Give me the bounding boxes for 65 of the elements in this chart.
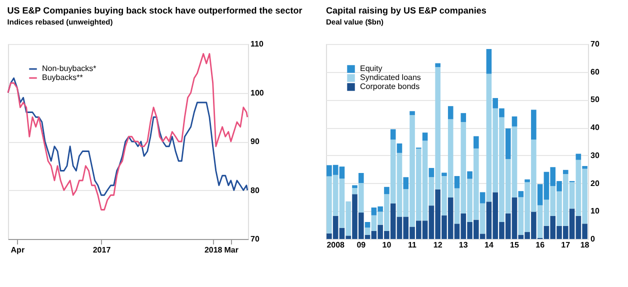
bar <box>492 98 498 108</box>
x-tick-label: 13 <box>458 240 468 250</box>
y-tick-label: 0 <box>590 234 596 244</box>
bar <box>410 111 415 116</box>
bar <box>576 154 582 160</box>
bar <box>474 136 479 148</box>
y-tick-label: 20 <box>590 178 600 188</box>
bar <box>403 177 409 190</box>
bar <box>435 63 440 68</box>
bar <box>512 116 518 126</box>
bar <box>352 185 358 188</box>
bar <box>442 172 447 176</box>
bar <box>531 110 536 140</box>
x-tick-label: 15 <box>510 240 520 250</box>
bar <box>384 186 390 194</box>
bar <box>448 106 454 120</box>
bar <box>467 171 472 179</box>
chart-title: Capital raising by US E&P companies <box>326 6 486 16</box>
legend-label: Buybacks** <box>42 73 83 82</box>
y-tick-label: 10 <box>590 206 600 216</box>
bar <box>396 143 402 153</box>
y-tick-label: 110 <box>250 40 264 48</box>
bar <box>422 132 428 141</box>
x-tick-label: 11 <box>408 240 418 250</box>
legend-label: Non-buybacks* <box>42 64 96 73</box>
x-tick-label: Apr <box>10 246 25 254</box>
y-tick-label: 30 <box>590 150 600 160</box>
bar <box>499 108 504 118</box>
x-tick-label: 18 <box>580 240 590 250</box>
y-tick-label: 50 <box>590 95 600 104</box>
legend-label: Corporate bonds <box>360 82 420 91</box>
bar <box>582 166 588 169</box>
bar <box>562 170 568 174</box>
bar <box>358 172 364 184</box>
y-tick-label: 60 <box>590 67 600 76</box>
x-tick-label: 17 <box>561 240 571 250</box>
x-tick-label: 14 <box>484 240 494 250</box>
bar <box>454 176 460 188</box>
x-tick-label: Mar <box>224 246 238 254</box>
x-tick-label: 10 <box>382 240 392 250</box>
legend-label: Equity <box>360 64 382 73</box>
y-tick-label: 40 <box>590 123 600 132</box>
legend-label: Syndicated loans <box>360 73 421 82</box>
y-tick-label: 70 <box>590 40 600 48</box>
x-tick-label: 2017 <box>92 246 112 254</box>
line-series <box>7 53 248 210</box>
bar <box>460 113 466 122</box>
x-tick-label: 16 <box>536 240 546 250</box>
x-tick-label: 09 <box>356 240 366 250</box>
x-tick-label: 2018 <box>204 246 223 254</box>
bar <box>486 49 492 74</box>
bar <box>480 192 486 204</box>
y-tick-label: 100 <box>250 88 264 98</box>
y-tick-label: 80 <box>250 186 260 195</box>
y-tick-label: 90 <box>250 137 260 146</box>
bar <box>364 222 370 228</box>
bar <box>505 128 511 160</box>
bar <box>428 168 434 178</box>
bar <box>390 129 396 140</box>
x-tick-label: 2008 <box>326 240 346 250</box>
x-tick-label: 12 <box>433 240 443 250</box>
bar <box>524 179 530 182</box>
y-tick-label: 70 <box>250 234 260 244</box>
bar <box>518 191 524 198</box>
chart-title: US E&P Companies buying back stock have outperformed the sector <box>7 6 303 16</box>
